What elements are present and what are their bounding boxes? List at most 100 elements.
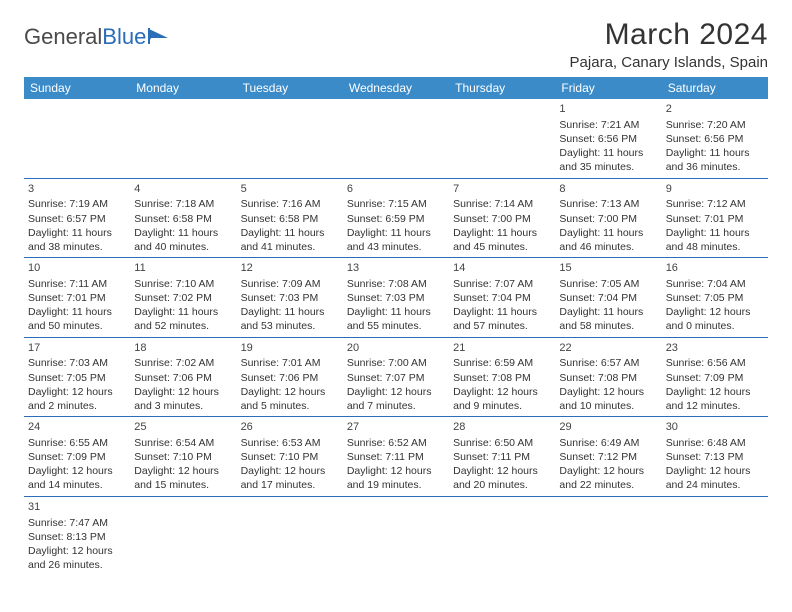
sunset-line: Sunset: 6:58 PM	[241, 212, 339, 226]
daylight-line: Daylight: 11 hours and 53 minutes.	[241, 305, 339, 333]
sunset-line: Sunset: 7:10 PM	[134, 450, 232, 464]
calendar-cell: 3Sunrise: 7:19 AMSunset: 6:57 PMDaylight…	[24, 178, 130, 258]
sunrise-line: Sunrise: 7:03 AM	[28, 356, 126, 370]
sunrise-line: Sunrise: 6:48 AM	[666, 436, 764, 450]
sunset-line: Sunset: 7:10 PM	[241, 450, 339, 464]
day-number: 16	[666, 261, 764, 276]
calendar-cell: 1Sunrise: 7:21 AMSunset: 6:56 PMDaylight…	[555, 99, 661, 178]
sunrise-line: Sunrise: 6:59 AM	[453, 356, 551, 370]
sunrise-line: Sunrise: 7:47 AM	[28, 516, 126, 530]
sunrise-line: Sunrise: 6:57 AM	[559, 356, 657, 370]
sunrise-line: Sunrise: 6:52 AM	[347, 436, 445, 450]
sunset-line: Sunset: 7:08 PM	[453, 371, 551, 385]
sunrise-line: Sunrise: 7:08 AM	[347, 277, 445, 291]
sunset-line: Sunset: 7:07 PM	[347, 371, 445, 385]
sunset-line: Sunset: 7:02 PM	[134, 291, 232, 305]
calendar-cell: 15Sunrise: 7:05 AMSunset: 7:04 PMDayligh…	[555, 258, 661, 338]
sunrise-line: Sunrise: 7:12 AM	[666, 197, 764, 211]
day-number: 21	[453, 341, 551, 356]
calendar-cell	[449, 99, 555, 178]
sunset-line: Sunset: 7:01 PM	[666, 212, 764, 226]
daylight-line: Daylight: 11 hours and 40 minutes.	[134, 226, 232, 254]
sunset-line: Sunset: 6:57 PM	[28, 212, 126, 226]
calendar-week: 1Sunrise: 7:21 AMSunset: 6:56 PMDaylight…	[24, 99, 768, 178]
calendar-cell	[555, 496, 661, 575]
calendar-cell	[130, 496, 236, 575]
calendar-cell	[237, 99, 343, 178]
sunset-line: Sunset: 6:58 PM	[134, 212, 232, 226]
day-number: 4	[134, 182, 232, 197]
calendar-cell	[24, 99, 130, 178]
day-number: 1	[559, 102, 657, 117]
calendar-cell	[343, 99, 449, 178]
sunset-line: Sunset: 7:11 PM	[347, 450, 445, 464]
calendar-cell	[449, 496, 555, 575]
day-header: Wednesday	[343, 77, 449, 99]
day-number: 6	[347, 182, 445, 197]
calendar-cell: 24Sunrise: 6:55 AMSunset: 7:09 PMDayligh…	[24, 417, 130, 497]
day-number: 15	[559, 261, 657, 276]
calendar-cell: 31Sunrise: 7:47 AMSunset: 8:13 PMDayligh…	[24, 496, 130, 575]
calendar-cell: 27Sunrise: 6:52 AMSunset: 7:11 PMDayligh…	[343, 417, 449, 497]
daylight-line: Daylight: 12 hours and 17 minutes.	[241, 464, 339, 492]
daylight-line: Daylight: 12 hours and 7 minutes.	[347, 385, 445, 413]
day-number: 25	[134, 420, 232, 435]
sunrise-line: Sunrise: 7:11 AM	[28, 277, 126, 291]
daylight-line: Daylight: 12 hours and 9 minutes.	[453, 385, 551, 413]
daylight-line: Daylight: 12 hours and 12 minutes.	[666, 385, 764, 413]
day-number: 17	[28, 341, 126, 356]
daylight-line: Daylight: 11 hours and 43 minutes.	[347, 226, 445, 254]
sunrise-line: Sunrise: 7:10 AM	[134, 277, 232, 291]
day-number: 23	[666, 341, 764, 356]
sunrise-line: Sunrise: 6:55 AM	[28, 436, 126, 450]
daylight-line: Daylight: 12 hours and 14 minutes.	[28, 464, 126, 492]
sunset-line: Sunset: 7:04 PM	[453, 291, 551, 305]
calendar-cell: 14Sunrise: 7:07 AMSunset: 7:04 PMDayligh…	[449, 258, 555, 338]
daylight-line: Daylight: 11 hours and 57 minutes.	[453, 305, 551, 333]
calendar-week: 17Sunrise: 7:03 AMSunset: 7:05 PMDayligh…	[24, 337, 768, 417]
daylight-line: Daylight: 12 hours and 3 minutes.	[134, 385, 232, 413]
sunset-line: Sunset: 7:00 PM	[559, 212, 657, 226]
daylight-line: Daylight: 11 hours and 52 minutes.	[134, 305, 232, 333]
day-number: 28	[453, 420, 551, 435]
sunset-line: Sunset: 7:13 PM	[666, 450, 764, 464]
calendar-cell: 8Sunrise: 7:13 AMSunset: 7:00 PMDaylight…	[555, 178, 661, 258]
sunrise-line: Sunrise: 7:04 AM	[666, 277, 764, 291]
sunrise-line: Sunrise: 7:14 AM	[453, 197, 551, 211]
location-label: Pajara, Canary Islands, Spain	[570, 54, 768, 71]
calendar-cell: 28Sunrise: 6:50 AMSunset: 7:11 PMDayligh…	[449, 417, 555, 497]
calendar-week: 24Sunrise: 6:55 AMSunset: 7:09 PMDayligh…	[24, 417, 768, 497]
sunrise-line: Sunrise: 7:01 AM	[241, 356, 339, 370]
day-number: 24	[28, 420, 126, 435]
sunset-line: Sunset: 7:06 PM	[134, 371, 232, 385]
calendar-cell: 26Sunrise: 6:53 AMSunset: 7:10 PMDayligh…	[237, 417, 343, 497]
day-number: 10	[28, 261, 126, 276]
daylight-line: Daylight: 12 hours and 2 minutes.	[28, 385, 126, 413]
calendar-cell	[130, 99, 236, 178]
day-number: 31	[28, 500, 126, 515]
daylight-line: Daylight: 12 hours and 15 minutes.	[134, 464, 232, 492]
sunset-line: Sunset: 7:05 PM	[28, 371, 126, 385]
flag-icon	[148, 28, 170, 44]
day-number: 30	[666, 420, 764, 435]
day-number: 5	[241, 182, 339, 197]
sunrise-line: Sunrise: 6:56 AM	[666, 356, 764, 370]
day-number: 22	[559, 341, 657, 356]
calendar-cell: 29Sunrise: 6:49 AMSunset: 7:12 PMDayligh…	[555, 417, 661, 497]
day-number: 13	[347, 261, 445, 276]
sunset-line: Sunset: 7:04 PM	[559, 291, 657, 305]
sunrise-line: Sunrise: 7:18 AM	[134, 197, 232, 211]
sunset-line: Sunset: 6:56 PM	[559, 132, 657, 146]
sunrise-line: Sunrise: 7:02 AM	[134, 356, 232, 370]
sunset-line: Sunset: 7:06 PM	[241, 371, 339, 385]
brand-name-2: Blue	[102, 24, 146, 50]
daylight-line: Daylight: 11 hours and 35 minutes.	[559, 146, 657, 174]
daylight-line: Daylight: 12 hours and 22 minutes.	[559, 464, 657, 492]
day-number: 11	[134, 261, 232, 276]
sunset-line: Sunset: 6:56 PM	[666, 132, 764, 146]
day-header: Friday	[555, 77, 661, 99]
calendar-cell: 17Sunrise: 7:03 AMSunset: 7:05 PMDayligh…	[24, 337, 130, 417]
day-number: 9	[666, 182, 764, 197]
calendar-cell: 18Sunrise: 7:02 AMSunset: 7:06 PMDayligh…	[130, 337, 236, 417]
daylight-line: Daylight: 11 hours and 45 minutes.	[453, 226, 551, 254]
